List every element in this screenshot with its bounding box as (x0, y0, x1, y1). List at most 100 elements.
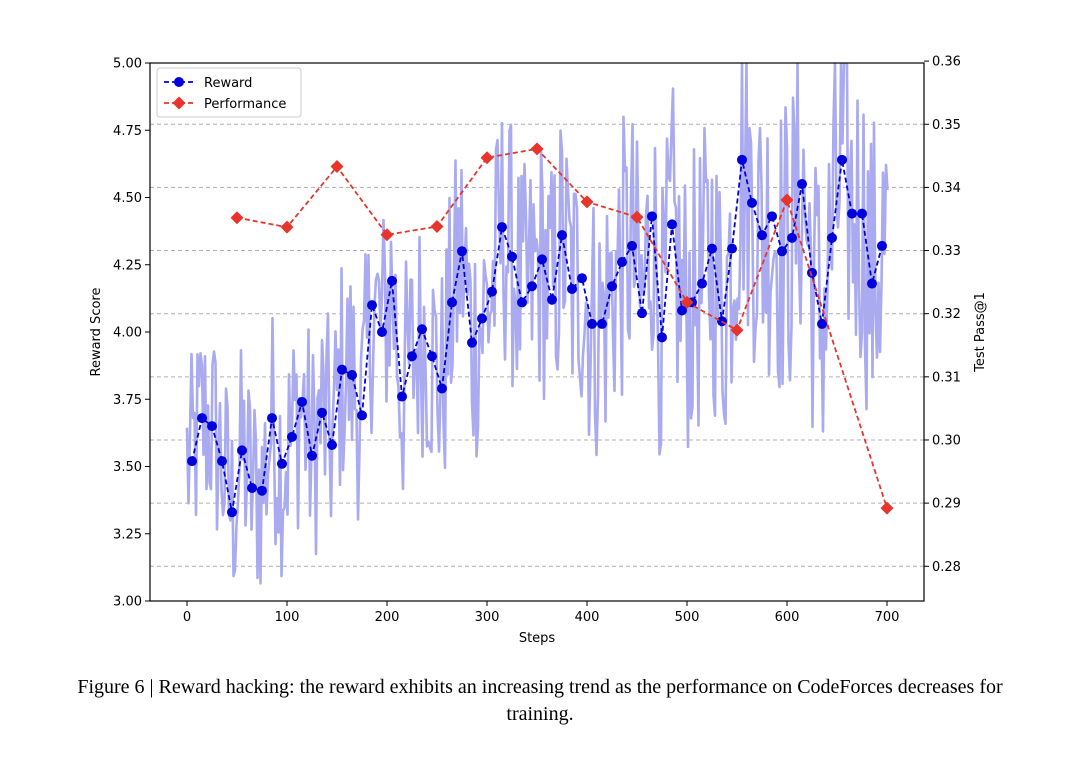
y2-tick-label: 0.35 (932, 118, 961, 133)
reward-point (357, 410, 367, 421)
raw-reward-line (185, 63, 889, 585)
y-tick-label: 4.25 (113, 258, 142, 273)
reward-point (537, 254, 547, 265)
reward-point (207, 421, 217, 432)
reward-point (777, 246, 787, 257)
y2-tick-label: 0.28 (932, 560, 961, 575)
x-tick-label: 200 (375, 610, 400, 625)
reward-point (337, 364, 347, 375)
legend-performance-marker (172, 96, 186, 110)
y-axis-label: Reward Score (89, 288, 104, 377)
reward-point (407, 351, 417, 362)
performance-point (280, 220, 294, 234)
series-layer (187, 142, 894, 518)
reward-point (227, 507, 237, 518)
reward-point (607, 281, 617, 292)
y-tick-label: 3.00 (113, 595, 142, 610)
reward-point (307, 450, 317, 461)
reward-point (467, 337, 477, 348)
reward-point (317, 407, 327, 418)
reward-point (187, 456, 197, 467)
reward-point (657, 332, 667, 343)
reward-point (277, 458, 287, 469)
reward-point (507, 251, 517, 262)
reward-point (597, 318, 607, 329)
reward-point (237, 445, 247, 456)
reward-point (367, 300, 377, 311)
legend-reward-label: Reward (204, 76, 252, 91)
y2-tick-label: 0.31 (932, 370, 961, 385)
performance-point (880, 501, 894, 515)
reward-point (747, 197, 757, 208)
reward-point (427, 351, 437, 362)
performance-point (580, 195, 594, 209)
reward-point (377, 327, 387, 337)
legend-performance-label: Performance (204, 97, 286, 112)
reward-point (497, 222, 507, 233)
reward-point (727, 243, 737, 254)
y-tick-label: 4.75 (113, 124, 142, 139)
y-tick-label: 3.50 (113, 460, 142, 475)
y2-tick-label: 0.30 (932, 433, 961, 448)
reward-point (487, 286, 497, 297)
performance-point (480, 151, 494, 165)
reward-point (437, 383, 447, 394)
reward-point (387, 275, 397, 286)
raw-reward-trace (185, 63, 889, 585)
reward-point (787, 232, 797, 243)
reward-point (757, 230, 767, 241)
y2-axis-label: Test Pass@1 (973, 292, 988, 373)
reward-point (217, 456, 227, 467)
reward-point (477, 313, 487, 324)
x-tick-label: 100 (275, 610, 300, 625)
reward-point (587, 318, 597, 329)
reward-point (877, 240, 887, 251)
x-axis-label: Steps (519, 631, 556, 646)
reward-point (247, 483, 257, 494)
reward-point (617, 257, 627, 268)
legend: Reward Performance (156, 67, 302, 118)
x-tick-label: 600 (775, 610, 800, 625)
y2-tick-label: 0.36 (932, 55, 961, 70)
reward-point (847, 208, 857, 219)
reward-point (577, 273, 587, 284)
reward-point (817, 318, 827, 329)
performance-point (730, 323, 744, 337)
performance-point (530, 142, 544, 156)
reward-point (667, 219, 677, 230)
reward-point (567, 283, 577, 294)
y-tick-label: 3.25 (113, 527, 142, 542)
reward-point (327, 439, 337, 450)
reward-point (867, 278, 877, 289)
y-tick-label: 3.75 (113, 393, 142, 408)
reward-point (627, 240, 637, 251)
performance-point (380, 228, 394, 242)
reward-point (827, 232, 837, 243)
y2-tick-label: 0.34 (932, 181, 961, 196)
reward-point (257, 485, 267, 496)
x-tick-label: 700 (875, 610, 900, 625)
y2-tick-label: 0.32 (932, 307, 961, 322)
performance-point (680, 295, 694, 309)
reward-point (527, 281, 537, 292)
reward-series-line (191, 159, 883, 513)
reward-point (517, 297, 527, 308)
reward-point (767, 211, 777, 222)
figure-caption: Figure 6 | Reward hacking: the reward ex… (77, 676, 1003, 725)
legend-box (156, 67, 302, 118)
performance-point (330, 160, 344, 174)
x-tick-label: 500 (675, 610, 700, 625)
reward-point (287, 431, 297, 442)
legend-reward-marker (174, 77, 184, 87)
y2-tick-label: 0.29 (932, 497, 961, 512)
reward-point (857, 208, 867, 219)
reward-point (647, 211, 657, 222)
y-tick-label: 4.50 (113, 191, 142, 206)
x-tick-label: 300 (475, 610, 500, 625)
reward-point (447, 297, 457, 308)
performance-point (430, 220, 444, 234)
x-tick-label: 400 (575, 610, 600, 625)
axes: 0 100 200 300 400 500 600 700 3.00 3.25 3.50 3.75 4.… (113, 55, 961, 625)
reward-point (197, 413, 207, 424)
